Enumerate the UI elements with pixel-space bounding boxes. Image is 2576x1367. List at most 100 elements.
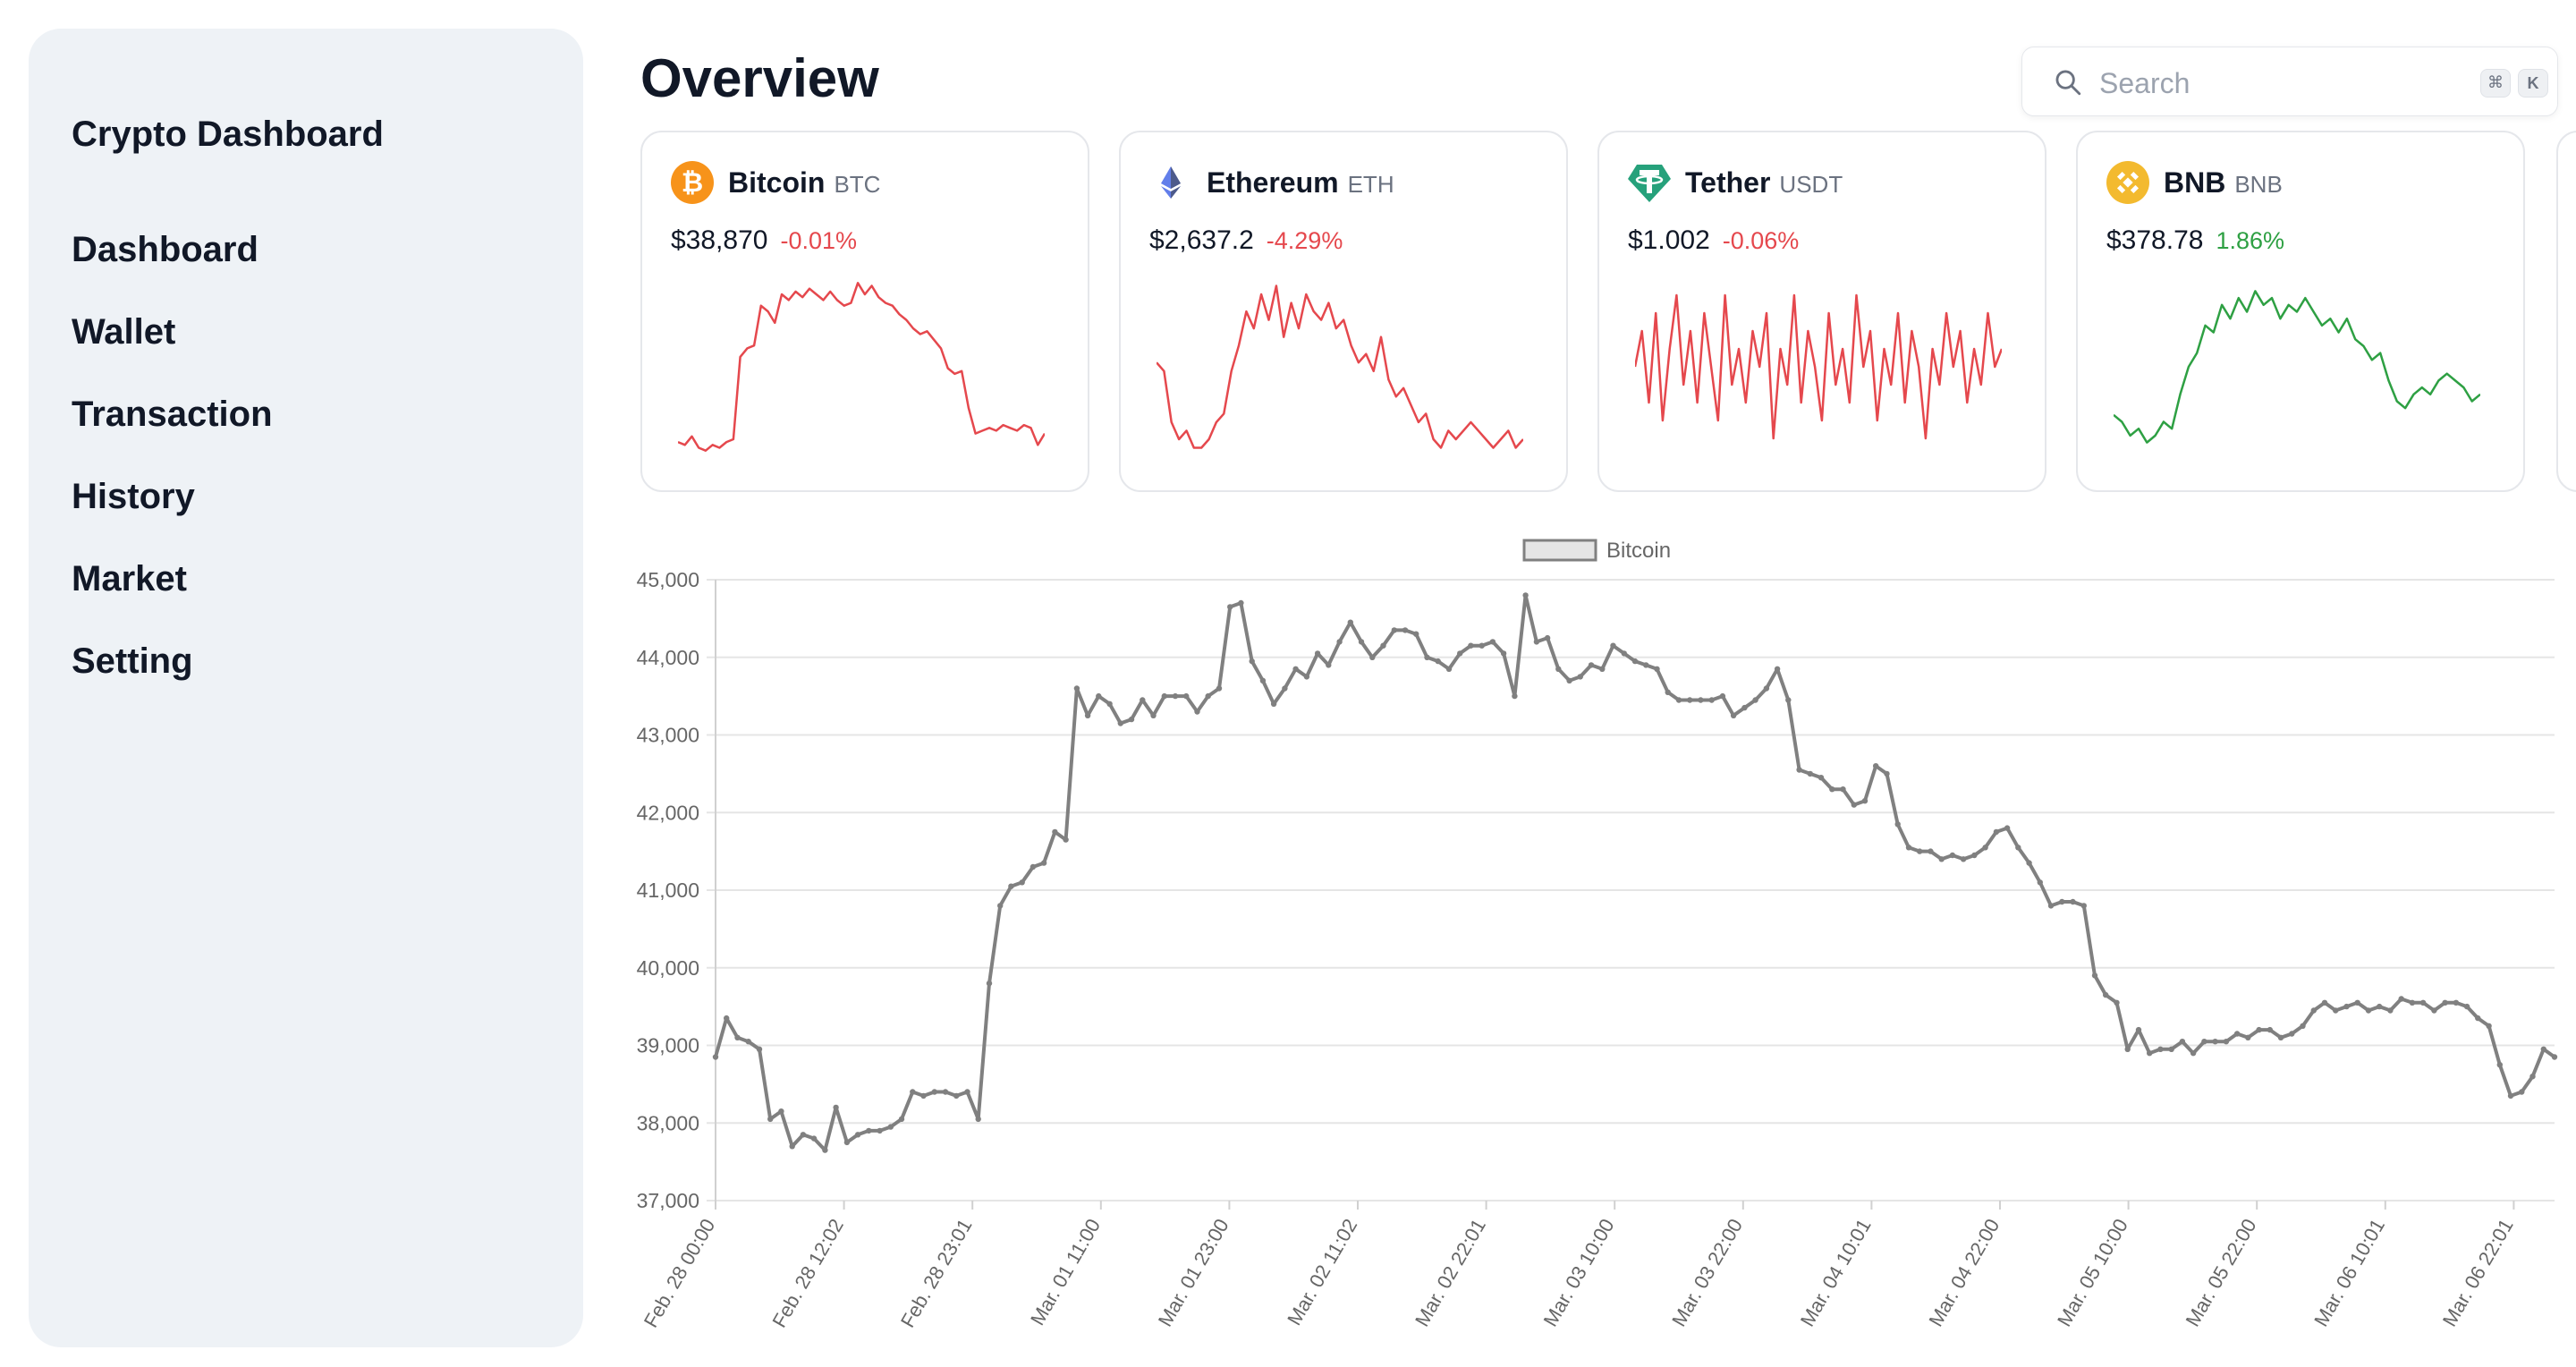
x-tick-label: Feb. 28 23:01	[896, 1215, 977, 1331]
data-point	[2147, 1050, 2153, 1057]
data-point	[997, 903, 1004, 909]
data-point	[1861, 798, 1868, 804]
coin-card-bnb[interactable]: BNB BNB $378.78 1.86%	[2076, 131, 2525, 492]
data-point	[1577, 674, 1584, 680]
x-tick-label: Mar. 06 10:01	[2309, 1215, 2389, 1330]
ethereum-icon	[1161, 166, 1181, 199]
svg-text:₿: ₿	[682, 167, 703, 199]
sidebar-item-wallet[interactable]: Wallet	[72, 312, 176, 352]
data-point	[2442, 999, 2448, 1006]
data-point	[1052, 828, 1058, 836]
data-point	[2212, 1039, 2218, 1045]
data-point	[822, 1147, 828, 1153]
data-point	[2059, 898, 2065, 905]
data-point	[1719, 692, 1726, 700]
x-tick-label: Mar. 03 10:00	[1539, 1215, 1619, 1330]
y-tick-label: 38,000	[637, 1111, 699, 1134]
data-point	[833, 1104, 839, 1111]
data-point	[1982, 845, 1988, 851]
sidebar-item-setting[interactable]: Setting	[72, 641, 193, 681]
chart-legend[interactable]: Bitcoin	[1522, 539, 1671, 563]
sparkline-bnb	[2114, 290, 2480, 444]
data-point	[920, 1092, 927, 1100]
data-point	[2409, 999, 2416, 1006]
coin-card-tether[interactable]: Tether USDT $1.002 -0.06%	[1597, 131, 2046, 492]
sidebar-item-market[interactable]: Market	[72, 559, 187, 599]
data-point	[2267, 1026, 2273, 1033]
data-point	[1654, 666, 1660, 672]
x-tick-label: Mar. 04 10:01	[1796, 1215, 1876, 1330]
data-point	[1993, 828, 2000, 836]
data-point	[986, 980, 993, 987]
coin-card-bitcoin[interactable]: ₿ Bitcoin BTC $38,870 -0.01%	[640, 131, 1089, 492]
data-point	[1752, 697, 1758, 703]
data-point	[2398, 996, 2404, 1002]
x-tick-label: Feb. 28 12:02	[767, 1215, 848, 1331]
x-tick-label: Mar. 02 11:02	[1283, 1215, 1361, 1329]
data-point	[2233, 1031, 2241, 1037]
data-point	[898, 1116, 905, 1123]
sidebar-item-dashboard[interactable]: Dashboard	[72, 230, 258, 269]
data-point	[1533, 639, 1540, 645]
sparkline-bitcoin	[678, 282, 1045, 452]
y-tick-label: 43,000	[637, 724, 699, 747]
y-tick-label: 44,000	[637, 646, 699, 669]
sidebar: Crypto Dashboard Dashboard Wallet Transa…	[29, 29, 583, 1347]
data-point	[1894, 821, 1901, 828]
data-point	[2431, 1007, 2437, 1014]
data-point	[1227, 604, 1233, 610]
sidebar-item-transaction[interactable]: Transaction	[72, 395, 273, 434]
data-point	[2245, 1034, 2251, 1040]
data-point	[1238, 599, 1244, 607]
bnb-icon	[2106, 161, 2149, 204]
data-point	[1161, 692, 1167, 700]
data-point	[1030, 863, 1037, 870]
data-point	[1205, 692, 1211, 700]
x-tick-label: Mar. 04 22:00	[1924, 1215, 2004, 1330]
data-point	[866, 1127, 872, 1134]
data-point	[2419, 999, 2427, 1006]
data-point	[1096, 692, 1102, 700]
data-point	[2486, 1023, 2492, 1029]
data-point	[1665, 689, 1671, 695]
bitcoin-icon: ₿	[671, 161, 714, 204]
data-point	[1960, 856, 1967, 862]
data-point	[1949, 852, 1956, 859]
data-point	[2201, 1039, 2207, 1045]
data-point	[1512, 692, 1518, 700]
series-line-bitcoin	[714, 593, 2556, 1152]
data-point	[789, 1143, 795, 1150]
data-point	[2015, 845, 2021, 851]
data-point	[1884, 770, 1890, 777]
data-point	[1413, 631, 1419, 637]
data-point	[1687, 697, 1693, 703]
sparkline-path	[1635, 293, 2002, 440]
data-point	[1040, 860, 1047, 866]
data-point	[1675, 697, 1682, 703]
y-tick-label: 45,000	[637, 568, 699, 591]
coin-card-partial[interactable]	[2556, 131, 2576, 492]
data-point	[1938, 856, 1945, 862]
x-tick-label: Mar. 03 22:00	[1667, 1215, 1747, 1330]
search-input[interactable]	[2097, 60, 2405, 106]
coin-card-ethereum[interactable]: Ethereum ETH $2,637.2 -4.29%	[1119, 131, 1568, 492]
data-point	[1019, 879, 1025, 886]
legend-swatch	[1522, 539, 1597, 562]
data-point	[887, 1124, 894, 1130]
sidebar-item-history[interactable]: History	[72, 477, 195, 516]
data-point	[877, 1127, 883, 1134]
data-point	[1084, 712, 1091, 718]
data-point	[1544, 634, 1551, 641]
search-icon	[2055, 70, 2081, 96]
data-point	[1643, 662, 1649, 668]
data-point	[2004, 825, 2011, 831]
data-point	[2080, 903, 2087, 909]
search-box[interactable]: ⌘ K	[2021, 47, 2558, 116]
data-point	[1610, 642, 1616, 649]
coin-name: Tether	[1685, 166, 1771, 199]
y-tick-label: 41,000	[637, 879, 699, 902]
data-point	[2496, 1062, 2503, 1068]
data-point	[1741, 704, 1748, 711]
coin-price: $1.002	[1628, 225, 1710, 255]
data-point	[1402, 627, 1409, 633]
